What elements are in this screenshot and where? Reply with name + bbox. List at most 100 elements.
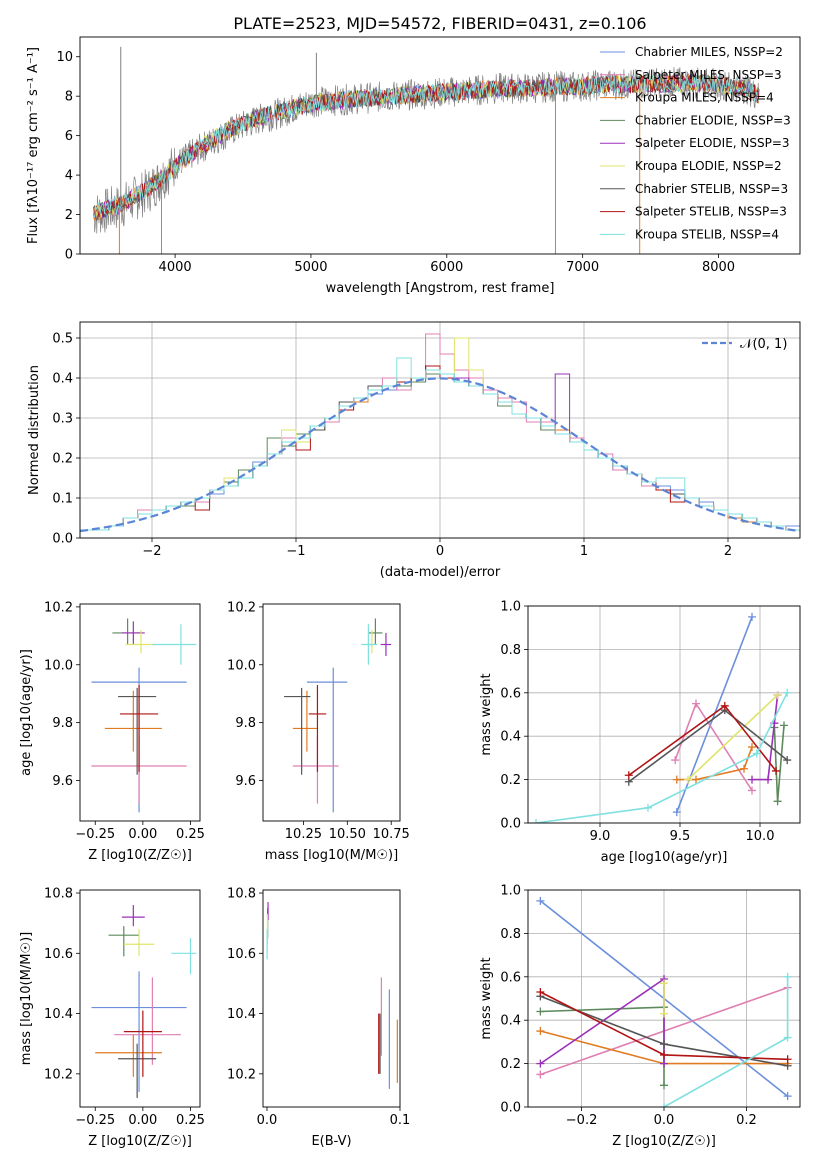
y-tick-label: 0.2 [500,773,521,788]
weight-marker-kroupa-stelib [783,1033,792,1042]
weight-marker-kroupa-stelib [752,749,761,758]
errorbar-kroupa-miles [95,1034,162,1077]
x-axis-label: mass [log10(M/M☉)] [265,848,398,863]
axes-frame [79,321,801,539]
weight-marker-kroupa-elodie [773,690,782,699]
weight-marker-kroupa-miles [748,743,756,752]
weight-marker-kroupa-stelib [644,803,652,812]
x-tick-label: −0.2 [566,1113,598,1128]
errorbar-kroupa-stelib [152,624,197,665]
legend-label: Kroupa MILES, NSSP=4 [635,91,774,105]
x-tick-label: 10.25 [285,827,322,842]
plot-area [80,333,800,538]
x-tick-label: 10.75 [373,827,410,842]
y-tick-label: 0.8 [500,643,521,658]
errorbar-chabrier-elodie [368,618,383,645]
weight-line-salpeter-elodie [752,694,779,781]
axes-frame [262,603,401,822]
weight-marker-salpeter-miles [536,1070,545,1079]
weight-marker-kroupa-stelib [532,819,540,823]
axes-frame [79,889,201,1108]
x-tick-label: 10.50 [329,827,366,842]
weight-marker-salpeter-stelib [660,1050,668,1059]
weight-marker-kroupa-miles [740,764,748,773]
y-tick-label: 0.6 [500,686,521,701]
x-tick-label: 0.00 [128,1113,157,1128]
x-tick-label: −2 [142,544,161,559]
weight-marker-chabrier-elodie [773,797,782,806]
weight-line-kroupa-elodie [687,694,779,781]
legend-label: Chabrier ELODIE, NSSP=3 [635,113,791,127]
x-axis-label: Z [log10(Z/Z☉)] [612,1134,716,1149]
weight-marker-chabrier-miles [783,1092,792,1101]
errorbar-kroupa-elodie [125,630,157,654]
weight-marker-chabrier-stelib [783,756,792,765]
x-tick-label: 8000 [702,260,735,275]
panel-residuals: −2 −1 0 1 2 0.0 0.1 0.2 0.3 0.4 0.5 (data-model)/er… [27,321,801,580]
x-tick-label: 0.25 [176,827,205,842]
panel-EBV_vs_mass: 0.0 0.1 10.2 10.4 10.6 10.8 E(B-V) [227,887,410,1149]
axes-frame [262,889,401,1108]
weight-marker-salpeter-miles [671,756,680,765]
plot-area [91,618,197,813]
x-tick-label: 7000 [566,260,599,275]
y-tick-label: 10.2 [227,600,256,615]
legend-label: 𝒩(0, 1) [740,337,787,352]
y-tick-label: 1.0 [500,600,521,615]
y-axis-label: Flux [fλ10⁻¹⁷ erg cm⁻² s⁻¹ A⁻¹] [26,47,41,244]
weight-marker-kroupa-stelib [783,972,792,981]
weight-marker-kroupa-stelib [783,688,792,697]
y-tick-label: 10 [56,50,73,65]
panel-Z_weights: −0.2 0.0 0.2 0.0 0.2 0.4 0.6 0.8 1.0 Z [log10(Z/Z… [479,884,801,1149]
y-tick-label: 9.8 [235,716,256,731]
weight-marker-salpeter-stelib [536,987,545,996]
weight-marker-chabrier-stelib [660,1040,668,1049]
errorbar-chabrier-stelib [118,1043,157,1098]
plot-area [536,896,792,1107]
errorbar-kroupa-miles [292,690,318,752]
weight-marker-salpeter-elodie [764,775,772,784]
x-tick-label: −0.25 [75,1113,115,1128]
y-tick-label: 10.8 [227,887,256,902]
legend-label: Kroupa STELIB, NSSP=4 [635,227,779,241]
errorbar-salpeter-miles [292,737,339,804]
x-axis-label: age [log10(age/yr)] [601,850,728,865]
panel-mass_vs_age: 10.25 10.50 10.75 9.6 9.8 10.0 10.2 mass [log10… [227,600,410,863]
x-tick-label: 9.0 [590,829,611,844]
legend-label: Kroupa ELODIE, NSSP=2 [635,159,782,173]
weight-marker-chabrier-miles [748,612,756,621]
legend-label: Salpeter ELODIE, NSSP=3 [635,136,790,150]
y-tick-label: 0 [65,248,73,263]
weight-marker-kroupa-miles [692,775,700,784]
weight-marker-salpeter-elodie [748,775,756,784]
x-tick-label: 5000 [294,260,327,275]
weight-line-kroupa-stelib [663,976,789,1107]
x-tick-label: 0.00 [128,827,157,842]
y-axis-label: mass weight [479,673,494,755]
weight-marker-chabrier-miles [672,808,681,817]
plot-area [266,902,398,1089]
x-tick-label: 0.0 [654,1113,675,1128]
x-tick-label: 0.2 [736,1113,757,1128]
y-tick-label: 10.0 [227,658,256,673]
errorbar-kroupa-miles [104,690,162,752]
x-tick-label: 0.1 [390,1113,411,1128]
weight-line-kroupa-stelib [535,692,788,823]
y-tick-label: 9.6 [235,774,256,789]
x-tick-label: 2 [724,544,732,559]
plot-area [91,905,197,1098]
x-axis-label: (data-model)/error [380,565,501,580]
y-axis-label: age [log10(age/yr)] [19,649,34,776]
y-tick-label: 0.4 [52,372,73,387]
legend-label: Salpeter STELIB, NSSP=3 [635,205,787,219]
x-axis-label: Z [log10(Z/Z☉)] [88,1134,192,1149]
errorbar-salpeter-elodie [121,905,145,927]
y-tick-label: 0.1 [52,492,73,507]
y-tick-label: 4 [65,169,73,184]
y-tick-label: 0.5 [52,332,73,347]
x-axis-label: Z [log10(Z/Z☉)] [88,848,192,863]
weight-line-chabrier-elodie [773,725,785,802]
x-tick-label: −1 [286,544,305,559]
legend-label: Chabrier STELIB, NSSP=3 [635,182,788,196]
weight-marker-kroupa-elodie [684,775,692,784]
